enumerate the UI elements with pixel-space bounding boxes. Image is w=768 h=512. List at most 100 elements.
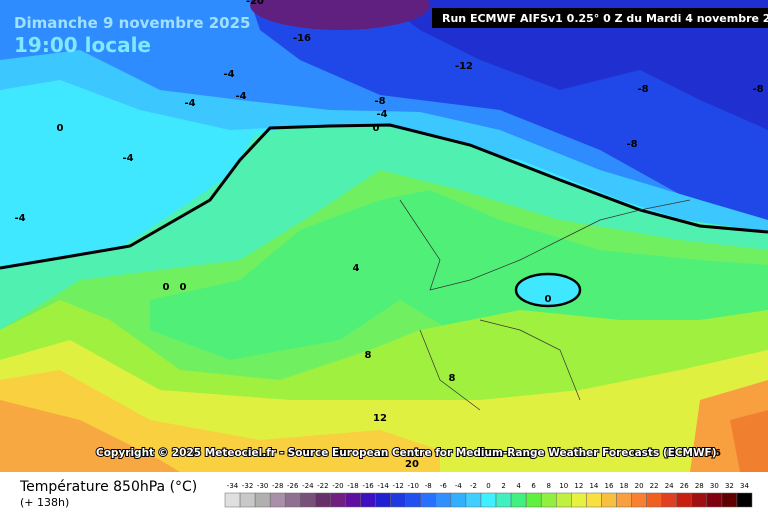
date: Dimanche 9 novembre 2025	[14, 14, 251, 32]
legend-tick-label: -22	[317, 482, 328, 490]
contour-label: 8	[365, 350, 372, 361]
legend-title: Température 850hPa (°C)	[19, 479, 197, 495]
legend-swatch	[676, 492, 693, 508]
legend-swatch	[284, 492, 301, 508]
legend-tick-label: -16	[362, 482, 374, 490]
legend-tick-label: -32	[242, 482, 253, 490]
contour-label: -12	[455, 61, 473, 72]
legend-tick-label: -10	[407, 482, 418, 490]
legend-swatch	[224, 492, 241, 508]
legend-tick-label: -30	[257, 482, 268, 490]
run-info: Run ECMWF AIFSv1 0.25° 0 Z du Mardi 4 no…	[442, 12, 768, 25]
legend-tick-label: -14	[377, 482, 389, 490]
legend-swatch	[450, 492, 467, 508]
legend-tick-label: 26	[680, 482, 689, 490]
legend-tick-label: -24	[302, 482, 314, 490]
map-field	[0, 0, 768, 472]
contour-label: -8	[374, 96, 385, 107]
legend-tick-label: 12	[574, 482, 583, 490]
legend-tick-label: 2	[501, 482, 505, 490]
legend-swatch	[706, 492, 723, 508]
legend-tick-label: -18	[347, 482, 358, 490]
run-box	[432, 8, 768, 28]
contour-label: -4	[184, 98, 195, 109]
contour-label: -8	[626, 139, 637, 150]
legend-swatch	[540, 492, 557, 508]
contour-label: 0	[57, 123, 64, 134]
contour-label: 12	[373, 413, 387, 424]
legend-swatch	[435, 492, 452, 508]
contour-label: -8	[752, 84, 763, 95]
legend-tick-label: -6	[440, 482, 448, 490]
legend-swatch	[495, 492, 512, 508]
legend-lead: (+ 138h)	[20, 496, 69, 509]
legend-swatch	[360, 492, 376, 508]
legend-tick-label: -26	[287, 482, 299, 490]
contour-label: -4	[235, 91, 246, 102]
legend-swatch	[465, 492, 482, 508]
legend-swatch	[525, 492, 542, 508]
legend-swatch	[601, 492, 617, 508]
legend-swatch	[510, 492, 527, 508]
legend-tick-label: -28	[272, 482, 283, 490]
legend-tick-label: 22	[650, 482, 659, 490]
legend-swatch	[330, 492, 346, 508]
contour-label: -16	[293, 33, 311, 44]
contour-label: 0	[545, 294, 552, 305]
legend-swatch	[721, 492, 738, 508]
legend-swatch	[631, 492, 647, 508]
contour-label: -4	[122, 153, 133, 164]
contour-label: -4	[376, 109, 387, 120]
contour-label: 8	[449, 373, 456, 384]
legend-tick-label: 24	[665, 482, 674, 490]
legend-tick-label: -4	[455, 482, 463, 490]
copyright: Copyright © 2025 Meteociel.fr - Source E…	[96, 447, 717, 459]
legend-swatch	[571, 492, 587, 508]
contour-label: -8	[637, 84, 648, 95]
legend-tick-label: 10	[559, 482, 568, 490]
legend-swatch	[556, 492, 572, 508]
contour-label: 0	[180, 282, 187, 293]
legend-tick-label: 34	[740, 482, 749, 490]
contour-label: -4	[14, 213, 25, 224]
legend-tick-label: 18	[620, 482, 629, 490]
legend-swatch	[390, 492, 406, 508]
legend-tick-label: 0	[486, 482, 490, 490]
legend-swatch	[315, 492, 331, 508]
legend-tick-label: 6	[531, 482, 536, 490]
legend-swatch	[420, 492, 437, 508]
legend-tick-label: -34	[227, 482, 239, 490]
legend-tick-label: 14	[589, 482, 598, 490]
legend-swatch	[646, 492, 662, 508]
legend-swatch	[736, 492, 753, 508]
legend-swatch	[405, 492, 421, 508]
legend-tick-label: 30	[710, 482, 719, 490]
time: 19:00 locale	[14, 33, 151, 57]
legend-tick-label: 8	[546, 482, 550, 490]
legend-swatch	[616, 492, 632, 508]
legend-swatch	[375, 492, 391, 508]
legend-swatch	[254, 492, 271, 508]
legend-swatch	[345, 492, 361, 508]
contour-label: 0	[373, 123, 380, 134]
legend-tick-label: 28	[695, 482, 704, 490]
legend-swatch	[300, 492, 316, 508]
legend-tick-label: -12	[392, 482, 403, 490]
legend-swatch	[480, 492, 497, 508]
legend-tick-label: 4	[516, 482, 521, 490]
legend-swatch	[691, 492, 708, 508]
contour-label: -4	[223, 69, 234, 80]
legend-swatch	[239, 492, 256, 508]
legend-tick-label: -8	[425, 482, 432, 490]
contour-label: -20	[246, 0, 264, 7]
legend-swatch	[661, 492, 677, 508]
legend-swatch	[586, 492, 602, 508]
legend-swatch	[269, 492, 286, 508]
legend-tick-label: 20	[635, 482, 644, 490]
contour-label: 4	[353, 263, 360, 274]
legend-tick-label: 32	[725, 482, 734, 490]
contour-label: 0	[163, 282, 170, 293]
contour-label: 16	[707, 448, 721, 459]
legend-tick-label: -20	[332, 482, 343, 490]
